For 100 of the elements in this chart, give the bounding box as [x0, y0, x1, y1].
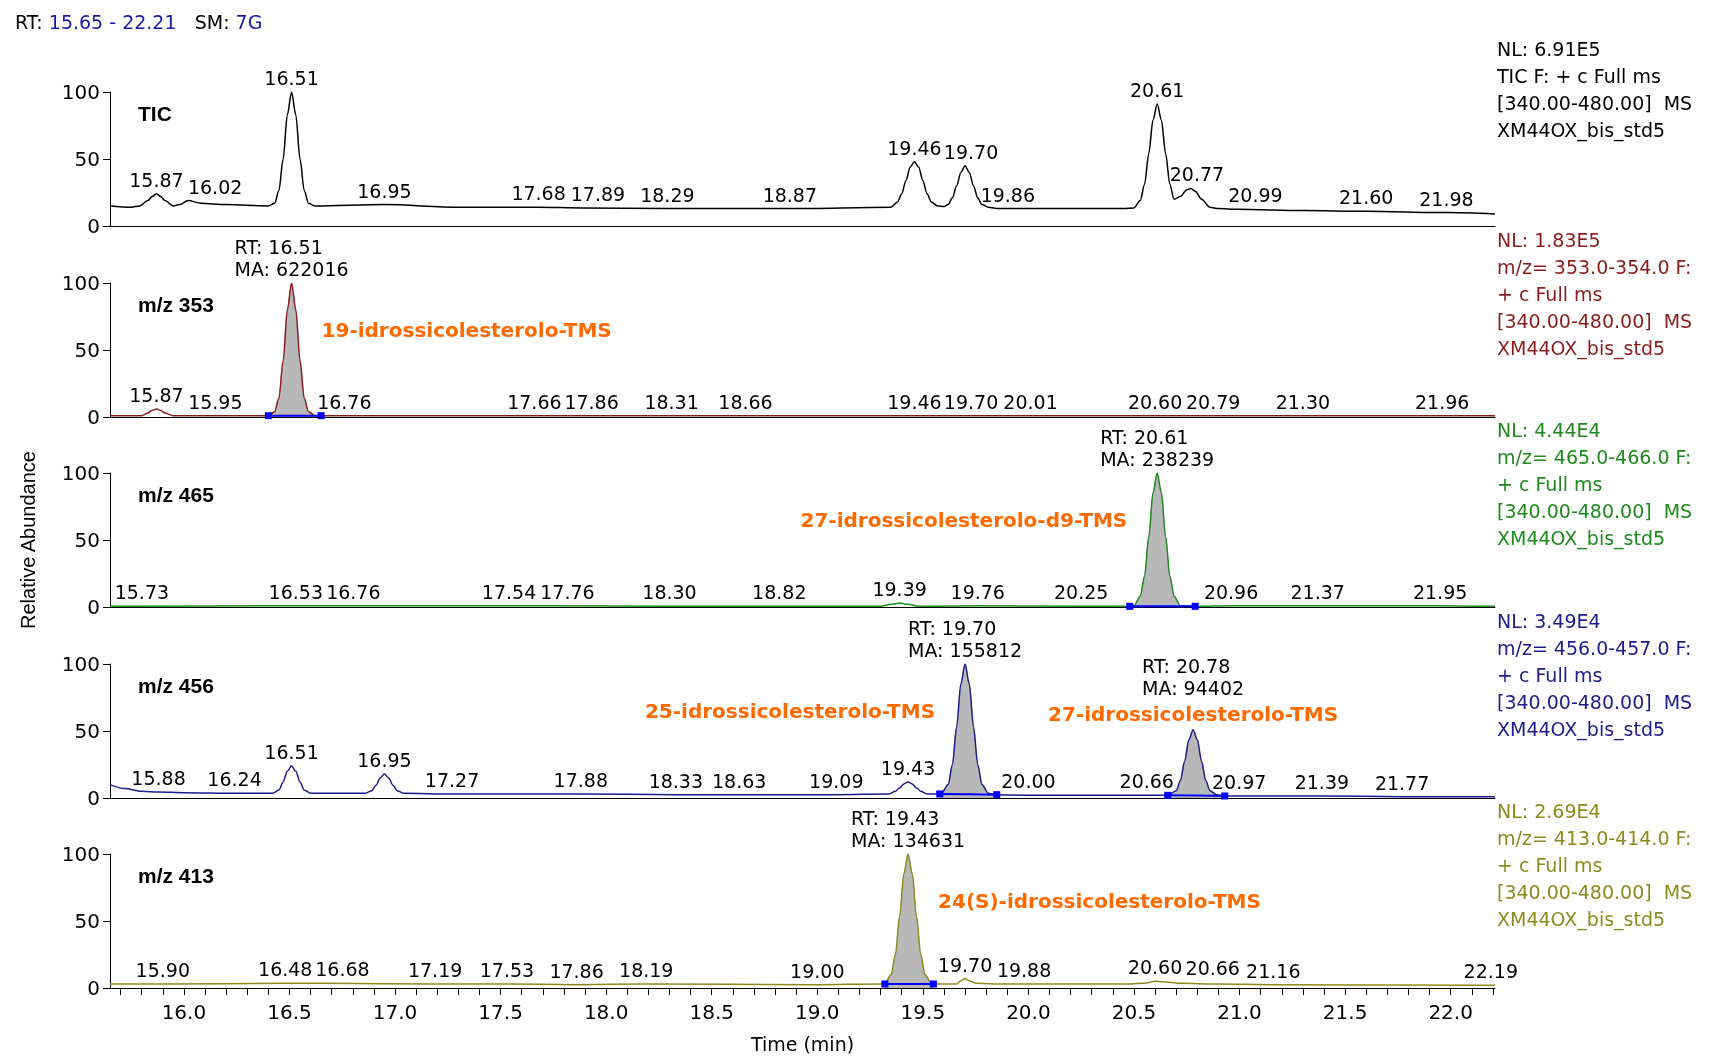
chart-title: TIC — [138, 102, 172, 125]
annotation: 19.70 — [943, 140, 999, 163]
annotation: 15.90 — [135, 958, 190, 981]
annotation: 21.37 — [1290, 580, 1345, 603]
annotation: 17.86 — [549, 959, 604, 982]
x-tick-label: 19.0 — [795, 1000, 840, 1024]
x-tick-label: 21.5 — [1322, 1000, 1368, 1024]
series-label: 27-idrossicolesterolo-TMS — [1048, 701, 1339, 726]
text: NL: 4.44E4 m/z= 465.0-466.0 F: + c Full ms [340.00-480.00] MS XM44OX_bis_std5 — [1497, 418, 1693, 550]
text: RT: 15.65 - 22.21 SM: 7G — [15, 11, 263, 33]
annotation: RT: 20.78 MA: 94402 — [1142, 654, 1245, 699]
annotation: 21.39 — [1294, 770, 1350, 793]
annotation: 20.66 — [1119, 770, 1174, 793]
chart-title: m/z 456 — [138, 674, 214, 697]
series-label: 19-idrossicolesterolo-TMS — [321, 317, 612, 342]
y-tick-label: 0 — [87, 786, 100, 810]
annotation: 20.96 — [1203, 580, 1259, 603]
annotation: 18.63 — [711, 769, 767, 792]
text: NL: 1.83E5 m/z= 353.0-354.0 F: + c Full ms [340.00-480.00] MS XM44OX_bis_std5 — [1497, 228, 1693, 360]
annotation: 16.51 — [264, 740, 319, 763]
annotation: 16.95 — [357, 748, 412, 771]
y-tick-label: 0 — [87, 405, 100, 429]
y-tick-label: 100 — [61, 652, 100, 676]
annotation: 17.53 — [479, 958, 535, 981]
annotation: 15.88 — [131, 766, 186, 789]
annotation: 20.97 — [1212, 770, 1267, 793]
series-label: 24(S)-idrossicolesterolo-TMS — [938, 888, 1261, 913]
annotation: 18.33 — [648, 769, 704, 792]
x-axis-title: Time (min) — [749, 1032, 855, 1055]
annotation: 15.87 — [129, 168, 184, 191]
annotation: 15.95 — [188, 390, 243, 413]
annotation: 20.61 — [1130, 79, 1185, 102]
annotation: 21.95 — [1412, 580, 1468, 603]
annotation: 21.98 — [1419, 187, 1474, 210]
annotation: 18.19 — [619, 958, 674, 981]
y-tick-label: 50 — [74, 338, 100, 362]
y-tick-label: 50 — [74, 719, 100, 743]
chart-title: m/z 353 — [138, 293, 214, 316]
annotation: 19.86 — [980, 183, 1036, 206]
series-label: 27-idrossicolesterolo-d9-TMS — [800, 507, 1128, 532]
annotation: 21.96 — [1415, 390, 1470, 413]
chart-title: m/z 465 — [138, 483, 215, 506]
annotation: 18.30 — [642, 581, 697, 604]
annotation: 17.86 — [564, 390, 619, 413]
annotation: 22.19 — [1463, 960, 1518, 983]
annotation: 17.66 — [507, 390, 562, 413]
annotation: RT: 19.43 MA: 134631 — [851, 807, 966, 851]
annotation: 17.54 — [481, 580, 537, 603]
annotation: 19.46 — [887, 136, 942, 159]
annotation: 19.88 — [996, 958, 1052, 981]
annotation: 20.60 — [1127, 956, 1183, 979]
annotation: 20.77 — [1169, 163, 1225, 186]
annotation: 15.87 — [129, 383, 184, 406]
x-tick-label: 16.5 — [267, 1000, 312, 1024]
x-tick-label: 17.5 — [478, 1000, 523, 1024]
annotation: 20.60 — [1127, 390, 1183, 413]
annotation: 18.82 — [752, 581, 807, 604]
annotation: 20.79 — [1186, 390, 1241, 413]
y-tick-label: 100 — [61, 842, 100, 866]
annotation: 19.00 — [790, 959, 845, 982]
annotation: 18.29 — [640, 183, 695, 206]
annotation: 17.89 — [570, 182, 626, 205]
x-tick-label: 16.0 — [161, 1000, 207, 1024]
x-tick-label: 21.0 — [1217, 1000, 1262, 1024]
annotation: 19.39 — [872, 577, 927, 600]
annotation: 21.77 — [1374, 771, 1430, 794]
annotation: 17.68 — [511, 182, 566, 205]
y-tick-label: 0 — [87, 976, 100, 1000]
x-tick-label: 18.5 — [689, 1000, 734, 1024]
y-axis-title: Relative Abundance — [17, 451, 39, 629]
y-tick-label: 0 — [87, 595, 100, 619]
y-tick-label: 100 — [61, 271, 100, 295]
x-tick-label: 18.0 — [583, 1000, 629, 1024]
x-tick-label: 19.5 — [900, 1000, 946, 1024]
annotation: 21.60 — [1339, 186, 1394, 209]
annotation: 20.66 — [1185, 956, 1240, 979]
y-tick-label: 50 — [74, 147, 100, 171]
x-tick-label: 20.0 — [1006, 1000, 1051, 1024]
annotation: 19.70 — [937, 953, 993, 976]
y-tick-label: 100 — [61, 461, 100, 485]
x-tick-label: 22.0 — [1428, 1000, 1473, 1024]
annotation: 16.24 — [207, 768, 262, 791]
y-tick-label: 50 — [74, 909, 100, 933]
annotation: 19.46 — [887, 390, 942, 413]
annotation: 20.01 — [1003, 390, 1058, 413]
annotation: 19.76 — [950, 580, 1005, 603]
annotation: 16.53 — [268, 580, 323, 603]
annotation: 16.76 — [317, 390, 372, 413]
annotation: RT: 16.51 MA: 622016 — [234, 236, 349, 280]
annotation: 18.66 — [718, 390, 773, 413]
annotation: 16.95 — [357, 179, 412, 202]
annotation: 19.09 — [809, 769, 864, 792]
text: NL: 6.91E5 TIC F: + c Full ms [340.00-480.00] MS XM44OX_bis_std5 — [1496, 37, 1693, 142]
x-tick-label: 20.5 — [1111, 1000, 1157, 1024]
annotation: 18.31 — [644, 390, 699, 413]
annotation: 19.43 — [880, 756, 936, 779]
annotation: 21.16 — [1246, 959, 1301, 982]
annotation: 20.25 — [1053, 581, 1109, 604]
annotation: 16.68 — [315, 958, 370, 981]
annotation: 20.00 — [1001, 770, 1056, 793]
